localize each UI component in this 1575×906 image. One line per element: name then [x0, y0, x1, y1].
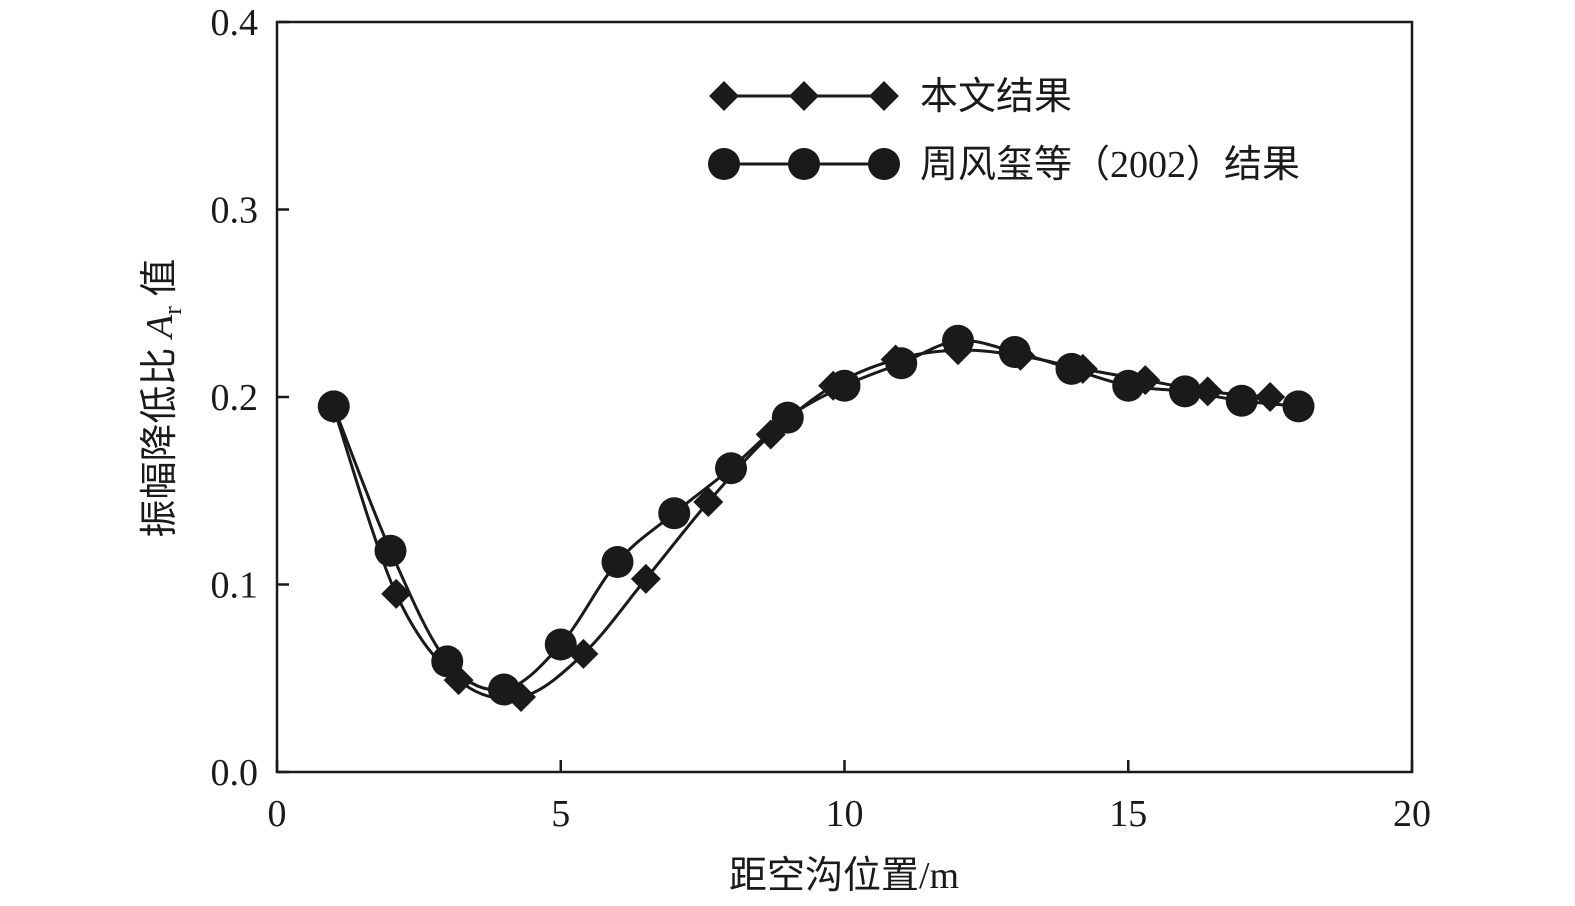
diamond-marker: [1255, 382, 1286, 412]
series-line: [332, 348, 1271, 701]
circle-marker: [1282, 390, 1315, 423]
legend-circle-marker: [788, 148, 820, 180]
circle-marker: [1112, 369, 1145, 402]
legend-circle-marker: [868, 148, 900, 180]
y-axis-title-subscript: r: [158, 306, 187, 315]
y-axis-title: 振幅降低比 Ar 值: [139, 259, 187, 538]
y-axis-title-symbol: A: [139, 314, 181, 341]
x-tick-label: 0: [268, 793, 287, 835]
circle-marker: [1225, 384, 1258, 417]
x-tick-label: 10: [826, 793, 864, 835]
y-tick-label: 0.2: [211, 377, 259, 419]
circle-marker: [601, 546, 634, 578]
x-tick-label: 20: [1393, 793, 1431, 835]
circle-marker: [1055, 352, 1088, 385]
circle-marker: [998, 336, 1031, 368]
diamond-marker: [1192, 376, 1223, 407]
circle-marker: [431, 645, 464, 678]
circle-marker: [828, 369, 861, 402]
circle-marker: [771, 401, 804, 434]
x-axis-title: 距空沟位置/m: [729, 855, 959, 897]
y-axis-title-suffix: 值: [139, 259, 181, 307]
series-layer: [317, 324, 1315, 712]
diamond-marker: [381, 578, 412, 609]
legend-label: 本文结果: [920, 76, 1072, 118]
axis-tick-labels: 0 5 10 15 20 0.0 0.1 0.2 0.3 0.4: [211, 2, 1432, 835]
x-tick-label: 15: [1109, 793, 1147, 835]
axis-ticks: [275, 20, 1414, 774]
circle-marker: [1169, 375, 1201, 408]
diamond-marker: [630, 563, 661, 594]
legend-label: 周风玺等（2002）结果: [920, 144, 1300, 186]
y-tick-label: 0.0: [211, 752, 259, 794]
legend-item: 本文结果: [709, 76, 1072, 118]
circle-marker: [885, 347, 918, 380]
series-line: [332, 339, 1299, 692]
diamond-marker: [693, 487, 724, 517]
y-tick-label: 0.1: [211, 565, 259, 607]
series-2: [317, 324, 1315, 706]
circle-marker: [374, 534, 407, 567]
circle-marker: [658, 497, 691, 530]
circle-marker: [488, 673, 520, 706]
circle-marker: [317, 390, 350, 423]
y-axis-title-prefix: 振幅降低比: [139, 338, 181, 538]
legend-diamond-marker: [869, 81, 899, 111]
legend-diamond-marker: [709, 81, 739, 111]
circle-marker: [544, 628, 577, 661]
x-tick-label: 5: [551, 793, 570, 835]
circle-marker: [942, 324, 974, 357]
y-tick-label: 0.3: [211, 190, 259, 232]
legend-item: 周风玺等（2002）结果: [708, 144, 1300, 186]
legend-diamond-marker: [789, 81, 819, 111]
legend-circle-marker: [708, 148, 740, 180]
circle-marker: [715, 452, 747, 485]
y-tick-label: 0.4: [211, 2, 259, 44]
